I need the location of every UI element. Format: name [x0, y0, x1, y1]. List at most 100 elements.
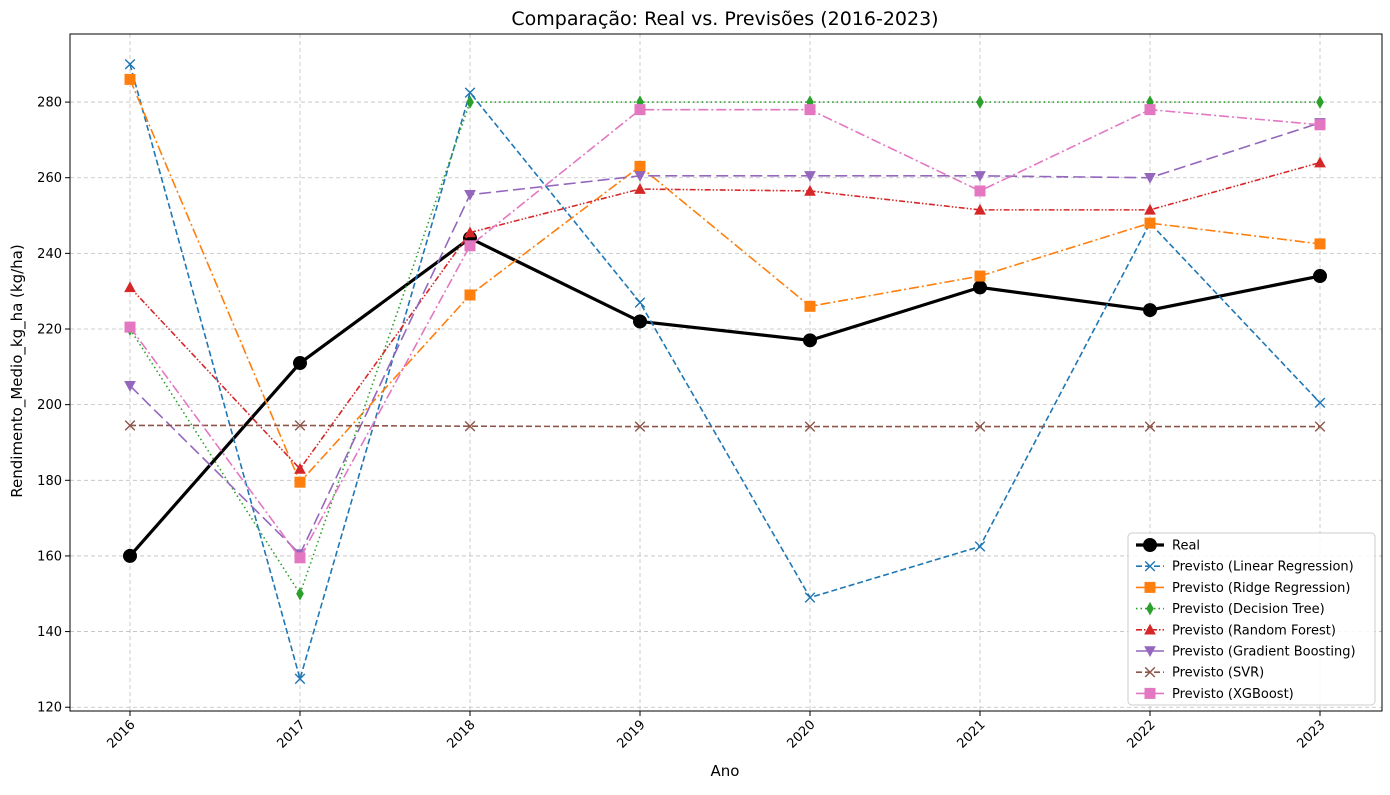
data-point [1143, 303, 1157, 318]
data-point [294, 420, 306, 431]
data-point [974, 185, 986, 197]
series-line [129, 79, 1321, 484]
data-point [974, 203, 986, 215]
legend-label: Previsto (Gradient Boosting) [1172, 645, 1356, 660]
y-tick-label: 200 [37, 398, 62, 413]
data-point [634, 104, 646, 116]
series-line [129, 122, 1321, 556]
x-tick-label: 2023 [1295, 718, 1329, 752]
plot-frame [69, 33, 1383, 712]
y-tick-label: 240 [37, 247, 62, 262]
series-previsto-ridge-regression [124, 73, 1326, 488]
data-point [124, 420, 136, 431]
data-point [294, 462, 306, 474]
data-point [634, 171, 646, 182]
series-line [130, 424, 1320, 428]
legend-label: Previsto (Ridge Regression) [1172, 581, 1350, 596]
data-point [294, 476, 306, 488]
x-tick-label: 2019 [615, 718, 649, 752]
legend-marker [1144, 687, 1156, 699]
data-point [1144, 421, 1156, 432]
data-point [1314, 397, 1326, 409]
data-point [804, 184, 816, 196]
x-tick-label: 2022 [1125, 718, 1159, 752]
series-real [123, 231, 1327, 563]
data-point [296, 586, 304, 601]
data-point [464, 87, 476, 98]
data-point [124, 380, 136, 392]
legend-label: Previsto (Linear Regression) [1172, 560, 1354, 575]
data-point [974, 421, 986, 432]
data-point [466, 95, 474, 109]
chart-title: Comparação: Real vs. Previsões (2016-202… [511, 8, 938, 30]
data-point [804, 300, 816, 312]
data-point [973, 280, 987, 295]
y-axis-label: Rendimento_Medio_kg_ha (kg/ha) [8, 244, 27, 497]
legend-marker [1143, 538, 1157, 552]
legend-marker [1144, 581, 1156, 593]
series-previsto-xgboost [124, 104, 1326, 564]
data-point [294, 552, 306, 564]
x-tick-label: 2016 [105, 718, 139, 752]
y-tick-label: 220 [37, 323, 62, 338]
y-tick-label: 280 [37, 96, 62, 111]
data-point [1144, 203, 1156, 215]
legend-label: Previsto (Random Forest) [1172, 623, 1336, 638]
x-tick-label: 2018 [445, 718, 479, 752]
data-point [974, 171, 986, 182]
grid-lines [70, 34, 1382, 711]
series-line [129, 101, 1320, 596]
data-point [1144, 104, 1156, 116]
series-line [128, 236, 1321, 557]
x-tick-label: 2017 [275, 718, 309, 752]
legend-item: Previsto (Random Forest) [1136, 623, 1336, 638]
data-point [804, 592, 816, 603]
data-point [804, 104, 816, 116]
data-point [974, 270, 986, 282]
y-tick-label: 180 [37, 474, 62, 489]
y-tick-label: 160 [37, 549, 62, 564]
x-tick-label: 2020 [785, 718, 819, 752]
data-point [634, 183, 646, 194]
series-group [123, 58, 1327, 685]
data-point [294, 673, 306, 685]
legend-label: Previsto (Decision Tree) [1172, 602, 1325, 617]
legend-item: Real [1136, 538, 1200, 554]
series-line [129, 161, 1321, 471]
data-point [123, 548, 137, 563]
data-point [976, 95, 984, 109]
data-point [464, 420, 476, 432]
data-point [464, 240, 476, 252]
legend-item: Previsto (Linear Regression) [1136, 560, 1354, 575]
data-point [464, 289, 476, 301]
data-point [464, 189, 476, 201]
series-previsto-gradient-boosting [124, 118, 1326, 561]
data-point [1314, 238, 1326, 250]
data-point [1314, 421, 1326, 432]
legend-item: Previsto (XGBoost) [1136, 687, 1294, 702]
data-point [124, 321, 136, 333]
data-point [803, 333, 817, 348]
series-previsto-random-forest [124, 156, 1326, 474]
legend-box [1127, 532, 1376, 706]
data-point [1144, 217, 1156, 229]
legend-label: Previsto (SVR) [1172, 666, 1264, 681]
data-point [633, 314, 647, 329]
legend-marker [1146, 601, 1154, 616]
data-point [634, 421, 646, 432]
data-point [804, 171, 816, 182]
legend-marker [1144, 560, 1156, 572]
legend-marker [1144, 646, 1156, 658]
data-point [464, 226, 476, 238]
legend: Real Previsto (Linear Regression) Previsto… [1127, 532, 1376, 706]
series-line [129, 64, 1321, 682]
data-point [1314, 156, 1326, 168]
data-point [293, 356, 307, 371]
legend-label: Real [1172, 539, 1200, 554]
legend-item: Previsto (SVR) [1136, 666, 1264, 681]
data-point [804, 421, 816, 432]
y-tick-label: 260 [37, 171, 62, 186]
data-point [1314, 119, 1326, 131]
x-tick-label: 2021 [955, 718, 989, 752]
